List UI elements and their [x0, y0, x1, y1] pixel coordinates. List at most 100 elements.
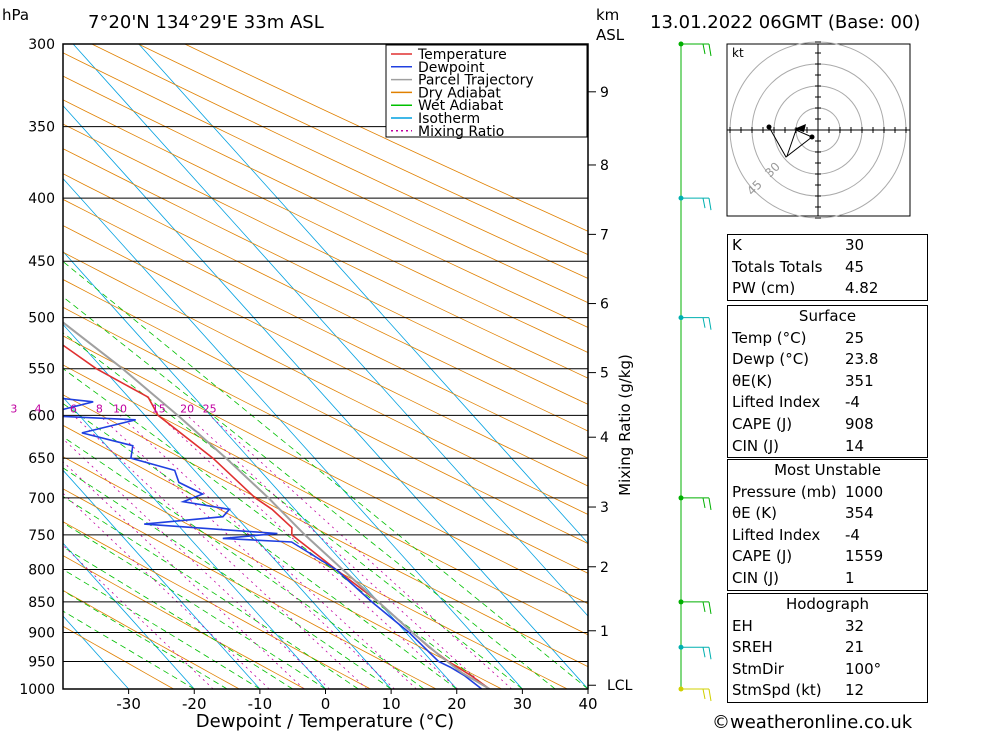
isotherm-line [63, 105, 588, 689]
date-title: 13.01.2022 06GMT (Base: 00) [650, 12, 920, 33]
dry-adiabat-line [63, 198, 588, 459]
wet-adiabat-line [63, 296, 556, 689]
row-value: -4 [845, 525, 860, 544]
series-dewpoint [63, 397, 483, 689]
isotherm-line [63, 177, 523, 689]
dry-adiabat-line [137, 44, 588, 256]
x-tick-label: -20 [182, 695, 207, 713]
dry-adiabat-line [63, 75, 588, 328]
pressure-tick-label: 350 [28, 120, 55, 136]
legend-label: Mixing Ratio [418, 124, 504, 140]
wind-barb [681, 497, 712, 511]
wind-barb [681, 646, 712, 660]
pressure-tick-label: 650 [28, 451, 55, 467]
series-temperature [63, 344, 491, 689]
row-value: 30 [845, 236, 865, 254]
pressure-tick-label: 600 [28, 408, 55, 424]
surface-title: Surface [798, 307, 857, 325]
wet-adiabat-line [63, 403, 458, 689]
hodograph-table-title: Hodograph [785, 595, 870, 613]
wet-adiabat-line [63, 610, 195, 689]
legend-label: Isotherm [418, 111, 480, 127]
km-tick-label: 1 [600, 624, 609, 640]
mixing-ratio-label: 25 [203, 402, 217, 415]
table-row: StmSpd (kt) 12 [728, 680, 927, 702]
x-axis-label: Dewpoint / Temperature (°C) [196, 711, 454, 732]
wet-adiabat-line [63, 332, 523, 689]
asl-label: ASL [596, 26, 625, 44]
row-value: 21 [845, 638, 865, 657]
row-value: 23.8 [845, 350, 879, 369]
dry-adiabat-line [63, 99, 588, 353]
table-row: StmDir 100° [728, 659, 927, 681]
km-tick-label: 2 [600, 560, 609, 576]
dry-adiabat-line [63, 456, 502, 689]
hpa-label: hPa [2, 6, 29, 24]
most-unstable-title: Most Unstable [774, 461, 881, 479]
row-label: CIN (J) [732, 568, 780, 587]
row-label: StmDir [732, 659, 784, 678]
isotherm-line [63, 615, 129, 689]
pressure-tick-label: 750 [28, 528, 55, 544]
row-label: EH [732, 616, 753, 635]
dry-adiabat-line [63, 173, 588, 432]
row-value: 100° [845, 659, 882, 678]
storm-motion-arrow [794, 124, 806, 132]
mixing-ratio-line [119, 415, 417, 689]
dry-adiabat-line [63, 306, 588, 574]
isotherm-line [72, 44, 588, 617]
dry-adiabat-line [63, 488, 437, 689]
row-label: θE (K) [732, 504, 777, 523]
pressure-tick-label: 300 [28, 37, 55, 53]
row-label: Pressure (mb) [732, 482, 837, 501]
wet-adiabat-line [63, 522, 326, 689]
wind-barb [681, 601, 712, 615]
pressure-tick-label: 400 [28, 191, 55, 207]
km-tick-label: 4 [600, 430, 609, 446]
table-row: Lifted Index -4 [728, 392, 927, 414]
table-row: CAPE (J) 1559 [728, 546, 927, 568]
km-tick-label: LCL [607, 678, 633, 694]
km-tick-label: 3 [600, 500, 609, 516]
isotherm-line [63, 323, 392, 689]
dry-adiabat-line [63, 251, 588, 515]
dry-adiabat-line [63, 123, 588, 379]
legend-label: Dewpoint [418, 60, 485, 76]
wind-barb [681, 43, 712, 57]
table-row: CAPE (J) 908 [728, 414, 927, 436]
row-label: CIN (J) [732, 436, 780, 455]
pressure-tick-label: 850 [28, 595, 55, 611]
row-value: 908 [845, 414, 874, 433]
x-tick-label: 0 [321, 695, 331, 713]
mixing-ratio-line [63, 438, 330, 689]
dry-adiabat-line [63, 625, 174, 689]
pressure-tick-label: 800 [28, 562, 55, 578]
pressure-tick-label: 900 [28, 626, 55, 642]
row-label: StmSpd (kt) [732, 681, 822, 700]
legend-label: Dry Adiabat [418, 85, 501, 101]
table-row: Dewp (°C) 23.8 [728, 349, 927, 371]
hodograph-table: Hodograph EH 32 SREH 21 StmDir 100° StmSpd (kt… [727, 593, 928, 703]
row-value: 351 [845, 371, 874, 390]
wet-adiabat-line [63, 368, 490, 689]
x-tick-label: 20 [447, 695, 466, 713]
location-title: 7°20'N 134°29'E 33m ASL [88, 12, 324, 33]
km-label: km [596, 6, 619, 24]
dry-adiabat-line [63, 52, 588, 304]
dry-adiabat-line [63, 364, 588, 636]
dry-adiabat-line [90, 44, 588, 279]
mixing-ratio-line [209, 415, 512, 689]
row-label: Temp (°C) [732, 328, 807, 347]
table-row: θE (K) 354 [728, 503, 927, 525]
row-value: 1 [845, 568, 855, 587]
isotherm-line [138, 44, 588, 544]
row-label: PW (cm) [732, 279, 796, 298]
wind-barb [681, 197, 712, 211]
row-label: Totals Totals [732, 257, 823, 276]
isotherm-line [63, 542, 195, 689]
table-row: Lifted Index -4 [728, 525, 927, 547]
table-row: Totals Totals 45 [728, 257, 927, 279]
